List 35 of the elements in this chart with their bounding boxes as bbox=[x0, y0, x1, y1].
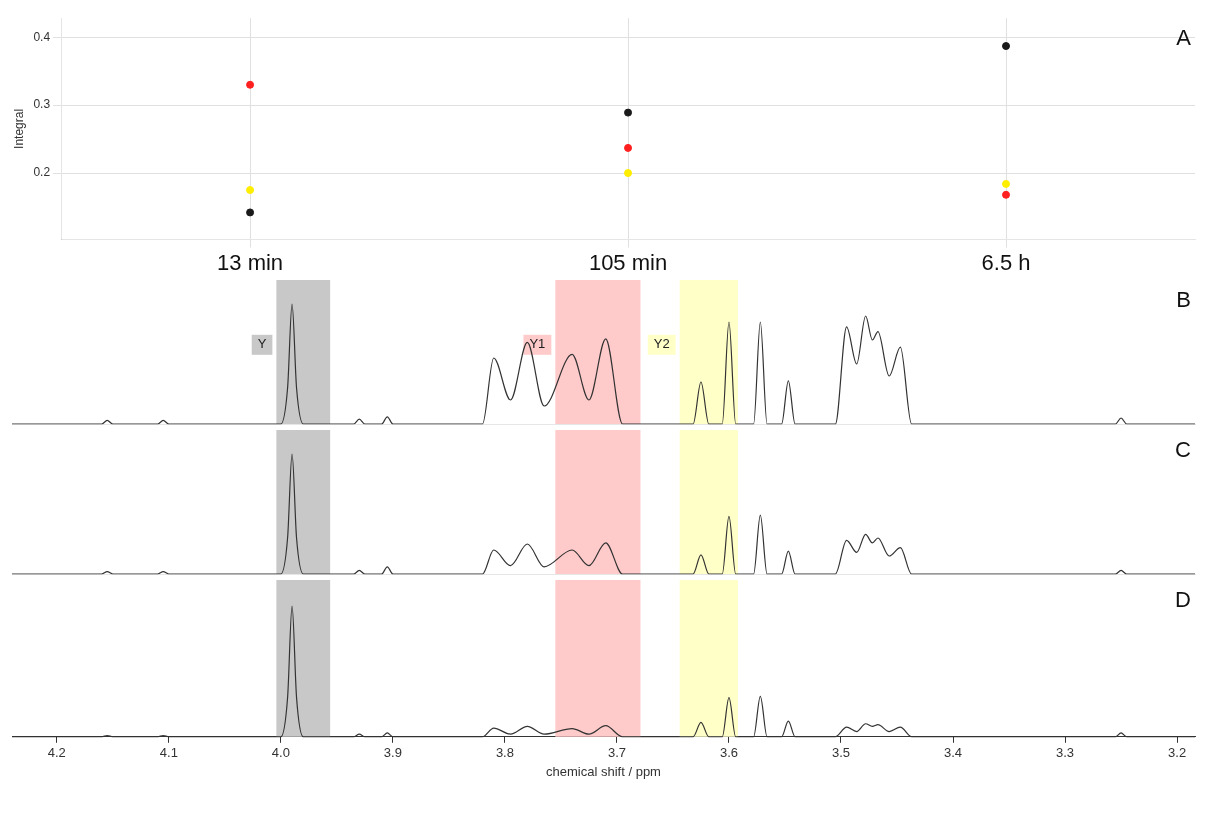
x-tick-label: 3.2 bbox=[1168, 745, 1187, 761]
x-tick-label: 3.7 bbox=[607, 745, 626, 761]
point bbox=[624, 143, 633, 152]
chart-title: C bbox=[1175, 437, 1192, 463]
y-tick-label: 0.2 bbox=[33, 165, 51, 180]
x-axis-title: chemical shift / ppm bbox=[546, 763, 661, 779]
point bbox=[624, 108, 633, 117]
point bbox=[1002, 190, 1011, 199]
point bbox=[246, 208, 255, 217]
x-tick-label: 3.4 bbox=[943, 745, 963, 761]
x-tick-label: 13 min bbox=[217, 249, 284, 275]
point bbox=[624, 169, 633, 178]
x-tick-label: 4.0 bbox=[271, 745, 290, 761]
y-tick-label: 0.3 bbox=[33, 97, 51, 112]
chart-title: A bbox=[1176, 25, 1192, 51]
y-axis-title: Integral bbox=[11, 108, 26, 149]
x-tick-label: 3.6 bbox=[719, 745, 739, 761]
point bbox=[246, 80, 255, 89]
x-tick-label: 3.8 bbox=[495, 745, 514, 761]
chart-title: D bbox=[1175, 587, 1191, 613]
y-tick-label: 0.4 bbox=[33, 29, 51, 44]
x-tick-label: 4.1 bbox=[159, 745, 178, 761]
x-tick-label: 105 min bbox=[588, 249, 668, 275]
point bbox=[1002, 42, 1011, 51]
x-tick-label: 3.3 bbox=[1056, 745, 1075, 761]
band-label: Y2 bbox=[653, 336, 670, 352]
point bbox=[1002, 179, 1011, 188]
point bbox=[246, 186, 255, 195]
x-tick-label: 3.9 bbox=[383, 745, 402, 761]
x-tick-label: 3.5 bbox=[831, 745, 851, 761]
x-tick-label: 4.2 bbox=[47, 745, 66, 761]
band-label: Y bbox=[257, 336, 267, 352]
x-tick-label: 6.5 h bbox=[981, 249, 1031, 275]
band-label: Y1 bbox=[529, 336, 546, 352]
chart-title: B bbox=[1176, 287, 1191, 313]
